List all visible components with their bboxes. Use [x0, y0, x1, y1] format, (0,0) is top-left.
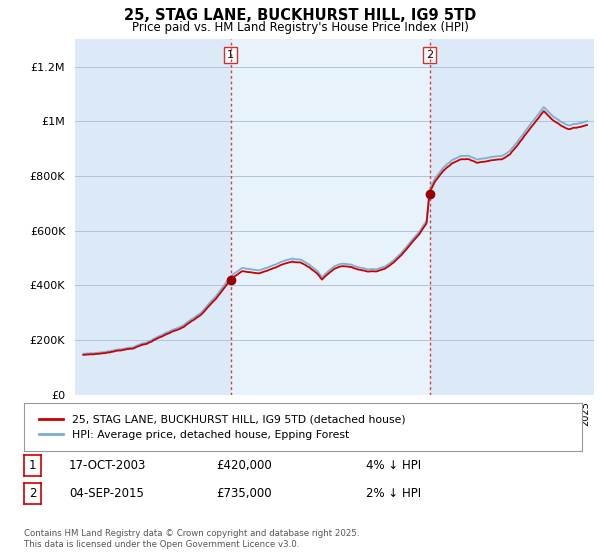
Text: Price paid vs. HM Land Registry's House Price Index (HPI): Price paid vs. HM Land Registry's House … [131, 21, 469, 34]
Text: 2% ↓ HPI: 2% ↓ HPI [366, 487, 421, 500]
Text: 25, STAG LANE, BUCKHURST HILL, IG9 5TD: 25, STAG LANE, BUCKHURST HILL, IG9 5TD [124, 8, 476, 24]
Legend: 25, STAG LANE, BUCKHURST HILL, IG9 5TD (detached house), HPI: Average price, det: 25, STAG LANE, BUCKHURST HILL, IG9 5TD (… [35, 410, 410, 444]
Text: 17-OCT-2003: 17-OCT-2003 [69, 459, 146, 472]
Bar [230, 39, 430, 395]
Text: £420,000: £420,000 [216, 459, 272, 472]
Text: 2: 2 [29, 487, 36, 500]
Text: 4% ↓ HPI: 4% ↓ HPI [366, 459, 421, 472]
Text: 04-SEP-2015: 04-SEP-2015 [69, 487, 144, 500]
Text: 1: 1 [227, 50, 234, 60]
Text: £735,000: £735,000 [216, 487, 272, 500]
Text: Contains HM Land Registry data © Crown copyright and database right 2025.
This d: Contains HM Land Registry data © Crown c… [24, 529, 359, 549]
Text: 2: 2 [426, 50, 433, 60]
Text: 1: 1 [29, 459, 36, 472]
